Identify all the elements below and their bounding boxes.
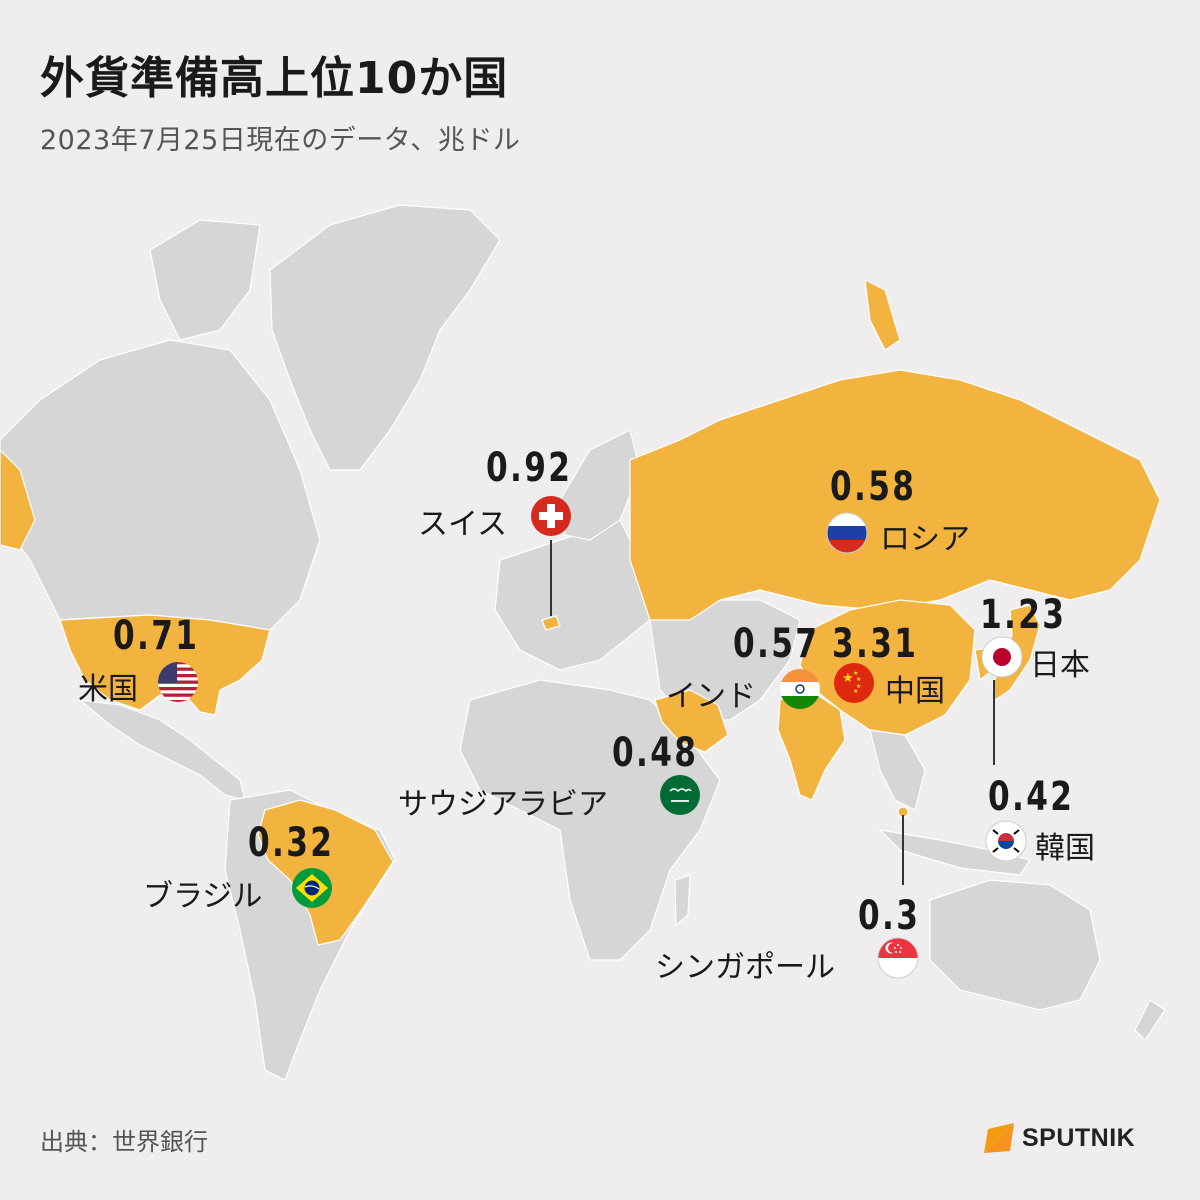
brazil-label: ブラジル	[143, 879, 263, 914]
central-america-landmass	[78, 699, 246, 801]
usa-flag-icon	[158, 662, 198, 702]
page-subtitle: 2023年7月25日現在のデータ、兆ドル	[40, 125, 521, 156]
sputnik-logo: SPUTNIK	[982, 1121, 1135, 1155]
china-value: 3.31	[832, 621, 919, 667]
china-label: 中国	[885, 674, 945, 709]
usa-region	[59, 614, 271, 716]
brazil-flag-icon	[292, 868, 332, 908]
singapore-label: シンガポール	[655, 950, 835, 985]
saudi-label: サウジアラビア	[398, 787, 608, 822]
usa-label: 米国	[78, 672, 138, 707]
madagascar-landmass	[674, 874, 691, 927]
southeast-asia-landmass	[869, 729, 926, 811]
brand-name: SPUTNIK	[1022, 1123, 1136, 1152]
india-flag-icon	[780, 669, 820, 709]
novaya-zemlya-region	[864, 278, 901, 351]
russia-region	[629, 369, 1161, 621]
svg-text:★: ★	[853, 688, 858, 695]
japan-flag-icon	[981, 636, 1023, 678]
singapore-value: 0.3	[858, 893, 921, 939]
svg-text:★: ★	[856, 683, 861, 690]
singapore-flag-icon	[877, 937, 919, 979]
korea-flag-icon	[985, 820, 1027, 862]
europe-landmass	[494, 519, 651, 671]
africa-landmass	[459, 679, 721, 961]
svg-text:★: ★	[856, 676, 861, 683]
australia-landmass	[929, 879, 1101, 1011]
svg-text:★: ★	[853, 670, 858, 677]
japan-label: 日本	[1030, 648, 1090, 683]
page-title: 外貨準備高上位10か国	[40, 53, 509, 104]
india-label: インド	[666, 679, 756, 714]
usa-value: 0.71	[113, 613, 200, 659]
russia-flag-icon	[826, 512, 868, 554]
sputnik-logo-icon	[984, 1123, 1014, 1153]
greenland-landmass	[269, 204, 501, 471]
indonesia-landmass	[878, 829, 1031, 876]
brazil-value: 0.32	[248, 820, 335, 866]
saudi-value: 0.48	[612, 730, 699, 776]
svg-text:★: ★	[842, 671, 854, 686]
source-note: 出典：世界銀行	[40, 1128, 208, 1156]
alaska-region	[0, 449, 36, 551]
switzerland-value: 0.92	[486, 445, 573, 491]
switzerland-region	[541, 615, 561, 631]
saudi-flag-icon	[660, 775, 700, 815]
russia-value: 0.58	[830, 464, 917, 510]
brazil-region	[257, 799, 394, 946]
japan-value: 1.23	[980, 592, 1067, 638]
switzerland-label: スイス	[418, 507, 508, 542]
russia-label: ロシア	[880, 522, 970, 557]
new-zealand-landmass	[1134, 999, 1166, 1041]
korea-label: 韓国	[1035, 831, 1095, 866]
arctic-islands	[149, 219, 261, 341]
korea-value: 0.42	[988, 774, 1075, 820]
india-region	[777, 689, 846, 801]
china-flag-icon: ★ ★ ★ ★ ★	[834, 663, 874, 703]
saudi-arabia-region	[654, 689, 729, 753]
india-value: 0.57	[733, 621, 820, 667]
north-america-landmass	[0, 339, 321, 631]
switzerland-flag-icon	[531, 496, 571, 536]
